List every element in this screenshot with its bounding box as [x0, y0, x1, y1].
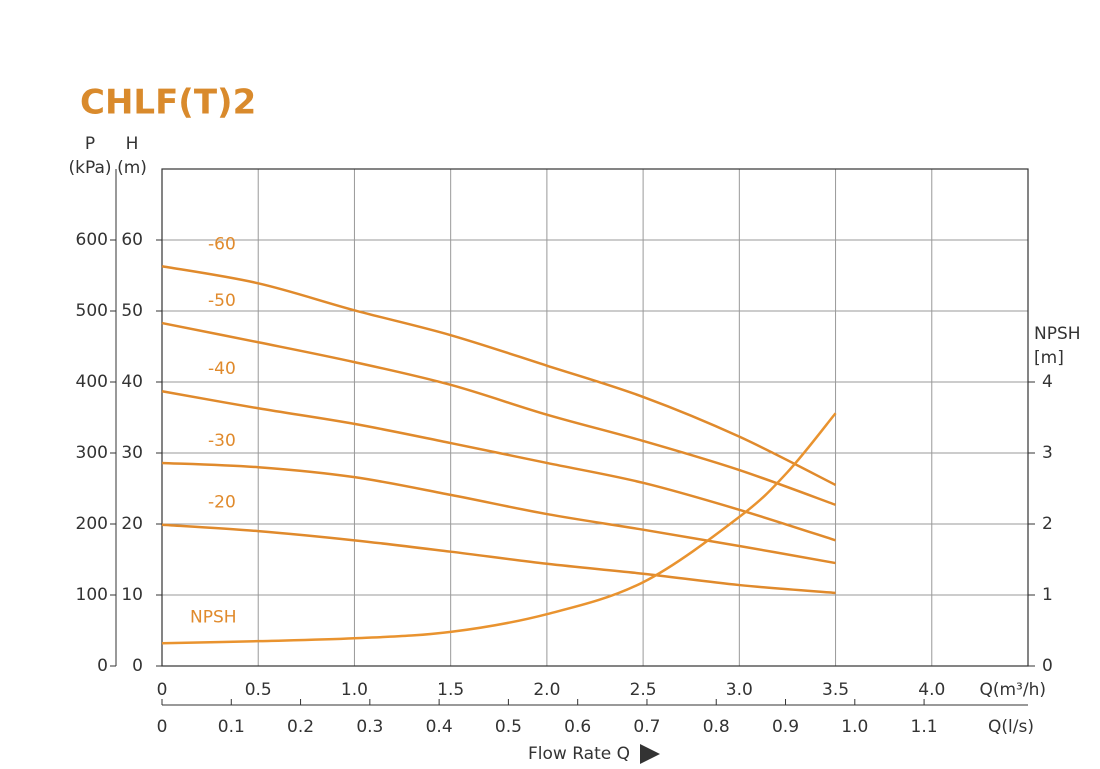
p-tick-label: 500 [76, 301, 108, 321]
x2-tick-label: 1.1 [911, 717, 938, 737]
curve [161, 461, 836, 565]
x2-axis-label: Q(l/s) [988, 717, 1034, 737]
x2-tick-label: 0.5 [495, 717, 522, 737]
curve-label: NPSH [190, 607, 237, 627]
x2-tick-label: 0.4 [426, 717, 453, 737]
x-tick-label: 1.5 [437, 680, 464, 700]
curve-label: -60 [208, 234, 236, 254]
curve [161, 389, 836, 542]
p-axis-label: P [85, 134, 95, 154]
y-tick-label: 60 [121, 230, 143, 250]
y2-tick-label: 3 [1042, 443, 1053, 463]
x-tick-label: 3.0 [726, 680, 753, 700]
p-tick-label: 300 [76, 443, 108, 463]
p-tick-label: 200 [76, 514, 108, 534]
y2-axis-unit: [m] [1034, 348, 1064, 368]
y-tick-label: 10 [121, 585, 143, 605]
curve-label: -40 [208, 359, 236, 379]
x-axis-label: Q(m³/h) [979, 680, 1046, 700]
x-tick-label: 0 [157, 680, 168, 700]
y-tick-label: 30 [121, 443, 143, 463]
p-axis-unit: (kPa) [68, 158, 111, 178]
p-tick-label: 100 [76, 585, 108, 605]
curve-label: -50 [208, 291, 236, 311]
curve [161, 412, 837, 645]
p-tick-label: 400 [76, 372, 108, 392]
plot-frame [161, 168, 1029, 667]
x-tick-label: 2.5 [630, 680, 657, 700]
x-tick-label: 2.0 [533, 680, 560, 700]
x2-tick-label: 0.3 [356, 717, 383, 737]
x-tick-label: 1.0 [341, 680, 368, 700]
p-tick-label: 600 [76, 230, 108, 250]
x-tick-label: 3.5 [822, 680, 849, 700]
y-tick-label: 20 [121, 514, 143, 534]
curve-label: -30 [208, 431, 236, 451]
x2-tick-label: 0.8 [703, 717, 730, 737]
curve [161, 523, 836, 595]
y-axis-label: H [126, 134, 139, 154]
x2-tick-label: 0 [157, 717, 168, 737]
x2-tick-label: 0.2 [287, 717, 314, 737]
x2-tick-label: 0.9 [772, 717, 799, 737]
x2-tick-label: 0.1 [218, 717, 245, 737]
y-tick-label: 0 [132, 656, 143, 676]
curve [161, 265, 837, 487]
y2-tick-label: 0 [1042, 656, 1053, 676]
flow-arrow [640, 744, 660, 764]
x2-tick-label: 0.6 [564, 717, 591, 737]
y2-tick-label: 4 [1042, 372, 1053, 392]
y2-tick-label: 1 [1042, 585, 1053, 605]
flow-label: Flow Rate Q [528, 744, 630, 764]
x-tick-label: 0.5 [245, 680, 272, 700]
x2-tick-label: 1.0 [841, 717, 868, 737]
x-tick-label: 4.0 [918, 680, 945, 700]
chart-title: CHLF(T)2 [80, 83, 256, 123]
y-axis-unit: (m) [117, 158, 147, 178]
y-tick-label: 40 [121, 372, 143, 392]
p-tick-label: 0 [97, 656, 108, 676]
curve-label: -20 [208, 493, 236, 513]
y2-axis-label: NPSH [1034, 324, 1081, 344]
y2-tick-label: 2 [1042, 514, 1053, 534]
y-tick-label: 50 [121, 301, 143, 321]
curve [161, 321, 836, 507]
x2-tick-label: 0.7 [633, 717, 660, 737]
